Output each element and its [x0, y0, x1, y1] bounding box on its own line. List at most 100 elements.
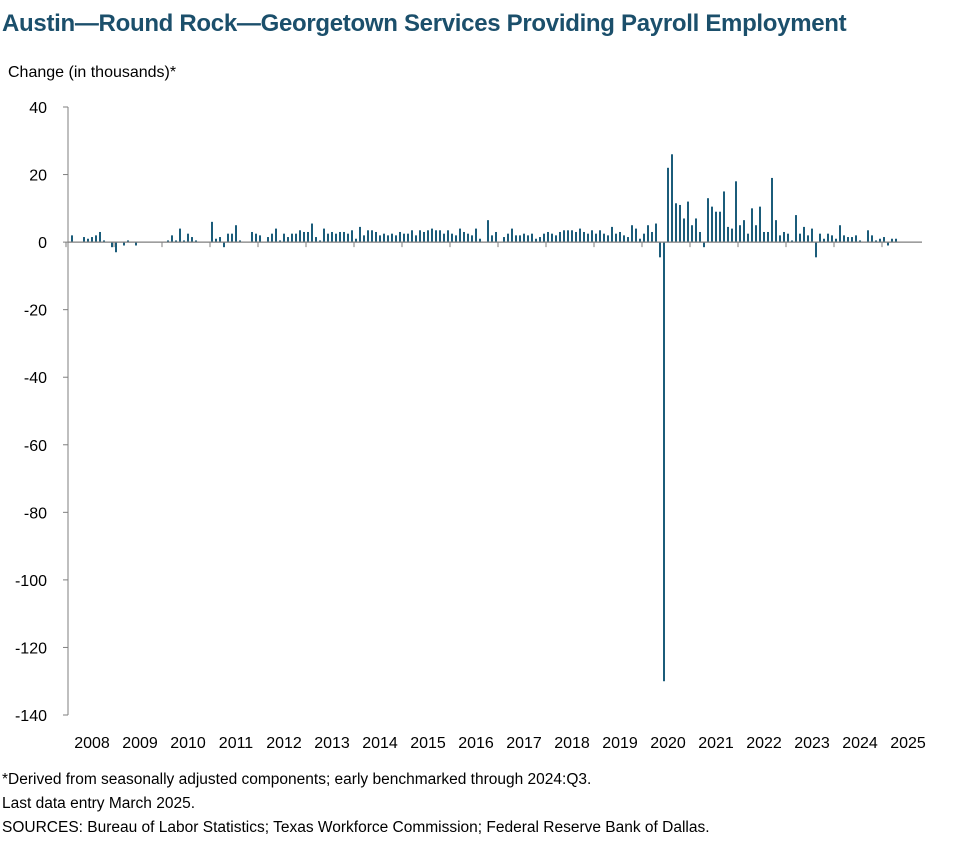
bar [91, 237, 93, 243]
bar [651, 231, 653, 243]
bar [771, 177, 773, 243]
bar [819, 233, 821, 243]
y-tick-label: -100 [15, 573, 47, 590]
bar [523, 233, 525, 243]
bar [467, 233, 469, 243]
bar [411, 230, 413, 243]
bar [795, 215, 797, 243]
bar [603, 233, 605, 243]
bar [295, 233, 297, 243]
bar [267, 237, 269, 243]
bar [891, 238, 893, 243]
bar [87, 238, 89, 243]
bar [495, 231, 497, 243]
bar [715, 211, 717, 243]
bar [887, 242, 889, 246]
bar [419, 230, 421, 243]
bar [723, 191, 725, 243]
bar [167, 240, 169, 243]
bar [307, 231, 309, 243]
bar [607, 235, 609, 243]
bar [691, 225, 693, 243]
bar [595, 233, 597, 243]
x-tick-label: 2022 [746, 735, 782, 752]
bar [319, 240, 321, 243]
bar [471, 235, 473, 243]
bar [403, 233, 405, 243]
bar [827, 233, 829, 243]
bar [871, 235, 873, 243]
bar [883, 237, 885, 243]
bar [703, 242, 705, 248]
bar [831, 235, 833, 243]
bar [175, 240, 177, 243]
bar [415, 235, 417, 243]
bar [719, 211, 721, 243]
bar [191, 237, 193, 243]
bar [111, 242, 113, 248]
bar [515, 235, 517, 243]
bar [99, 231, 101, 243]
bar [431, 228, 433, 243]
x-tick-label: 2010 [170, 735, 206, 752]
bar [323, 228, 325, 243]
bar [351, 230, 353, 243]
bar [591, 230, 593, 243]
bar [563, 230, 565, 243]
bar [555, 235, 557, 243]
bar [399, 231, 401, 243]
y-tick-label: -120 [15, 640, 47, 657]
bar [667, 167, 669, 243]
bar [519, 235, 521, 243]
bar [643, 233, 645, 243]
bar [539, 237, 541, 243]
x-tick-label: 2015 [410, 735, 446, 752]
bar [123, 242, 125, 246]
bar [763, 231, 765, 243]
bar [375, 231, 377, 243]
bar [115, 242, 117, 253]
bar [475, 228, 477, 243]
bar [287, 237, 289, 243]
bar [551, 233, 553, 243]
bar [711, 206, 713, 243]
bar [879, 238, 881, 243]
bar [727, 226, 729, 243]
bar [491, 235, 493, 243]
bar [855, 235, 857, 243]
bar [211, 221, 213, 243]
x-tick-label: 2008 [74, 735, 110, 752]
bar [587, 233, 589, 243]
bar [227, 233, 229, 243]
bar [735, 181, 737, 243]
bar [435, 230, 437, 243]
bar [807, 235, 809, 243]
bar [463, 231, 465, 243]
bar [255, 233, 257, 243]
footnotes: *Derived from seasonally adjusted compon… [2, 768, 710, 840]
bar [343, 231, 345, 243]
bar [455, 235, 457, 243]
bar [859, 240, 861, 243]
bar [619, 231, 621, 243]
bar [823, 238, 825, 243]
bar [815, 242, 817, 258]
bar [95, 235, 97, 243]
y-tick-label: -140 [15, 708, 47, 725]
bar [675, 203, 677, 243]
bar [223, 242, 225, 248]
bar [335, 233, 337, 243]
bars [71, 154, 897, 682]
x-tick-label: 2025 [890, 735, 926, 752]
bar [451, 233, 453, 243]
bar [731, 228, 733, 243]
bar [383, 233, 385, 243]
bar [803, 226, 805, 243]
bar [851, 237, 853, 243]
bar [679, 204, 681, 243]
bar [639, 238, 641, 243]
bar [347, 233, 349, 243]
bar [847, 237, 849, 243]
x-tick-label: 2023 [794, 735, 830, 752]
x-tick-label: 2014 [362, 735, 398, 752]
